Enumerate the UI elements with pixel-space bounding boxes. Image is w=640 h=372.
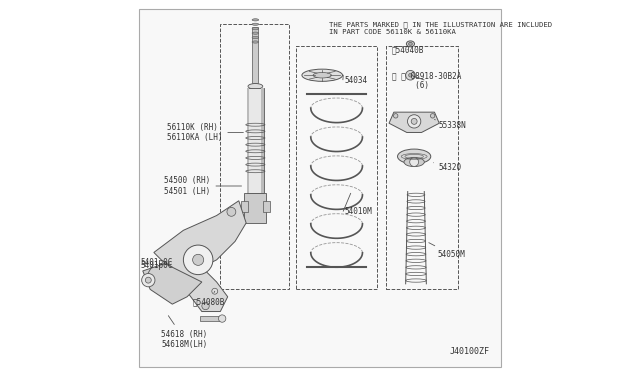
Circle shape xyxy=(408,115,420,128)
Text: ※ ⓓ 08918-30B2A
     (6): ※ ⓓ 08918-30B2A (6) xyxy=(392,71,461,90)
Circle shape xyxy=(145,277,151,283)
Text: 54320: 54320 xyxy=(433,163,462,172)
Ellipse shape xyxy=(252,28,259,30)
Bar xyxy=(244,193,266,223)
Text: 54050M: 54050M xyxy=(429,243,465,259)
Text: ※54040B: ※54040B xyxy=(392,45,424,54)
Ellipse shape xyxy=(408,42,412,45)
Text: J40100ZF: J40100ZF xyxy=(450,347,490,356)
Text: 54618 (RH)
54618M(LH): 54618 (RH) 54618M(LH) xyxy=(161,316,207,349)
Text: 54010M: 54010M xyxy=(344,207,372,217)
Text: 54500 (RH)
54501 (LH): 54500 (RH) 54501 (LH) xyxy=(164,176,241,196)
Ellipse shape xyxy=(252,23,259,25)
Circle shape xyxy=(394,113,398,118)
Ellipse shape xyxy=(302,69,342,81)
Text: 5401р0C: 5401р0C xyxy=(141,259,173,267)
Ellipse shape xyxy=(252,19,259,21)
Ellipse shape xyxy=(252,32,259,34)
Polygon shape xyxy=(389,112,439,132)
Ellipse shape xyxy=(313,73,332,78)
Bar xyxy=(200,316,220,321)
Text: 56110K (RH)
56110KA (LH): 56110K (RH) 56110KA (LH) xyxy=(167,123,243,142)
Bar xyxy=(220,23,289,289)
Ellipse shape xyxy=(248,84,263,89)
Circle shape xyxy=(406,70,415,80)
Circle shape xyxy=(202,302,209,310)
Circle shape xyxy=(430,113,435,118)
Bar xyxy=(261,88,264,193)
Polygon shape xyxy=(143,263,202,304)
Circle shape xyxy=(184,245,213,275)
Circle shape xyxy=(227,208,236,216)
Bar xyxy=(247,88,250,193)
Text: 55338N: 55338N xyxy=(435,119,466,129)
Circle shape xyxy=(411,118,417,124)
Bar xyxy=(263,201,270,212)
Text: 5401р0C: 5401р0C xyxy=(141,261,173,270)
Circle shape xyxy=(193,254,204,265)
Circle shape xyxy=(212,288,218,294)
Text: THE PARTS MARKED ※ IN THE ILLUSTRATION ARE INCLUDED
IN PART CODE 56110K & 56110K: THE PARTS MARKED ※ IN THE ILLUSTRATION A… xyxy=(329,22,552,35)
Bar xyxy=(241,201,248,212)
Text: 54034: 54034 xyxy=(344,76,367,85)
Bar xyxy=(296,46,377,289)
Ellipse shape xyxy=(397,149,431,164)
Circle shape xyxy=(410,158,419,166)
Bar xyxy=(387,46,458,289)
Circle shape xyxy=(141,273,155,287)
Ellipse shape xyxy=(404,157,424,167)
Ellipse shape xyxy=(252,36,259,39)
Bar xyxy=(247,88,264,193)
FancyBboxPatch shape xyxy=(139,9,501,367)
Polygon shape xyxy=(154,201,246,311)
Circle shape xyxy=(408,73,412,77)
Bar xyxy=(252,27,259,83)
Circle shape xyxy=(218,315,226,322)
Text: ※54080B: ※54080B xyxy=(193,291,225,307)
Ellipse shape xyxy=(406,41,415,47)
Ellipse shape xyxy=(252,41,259,43)
